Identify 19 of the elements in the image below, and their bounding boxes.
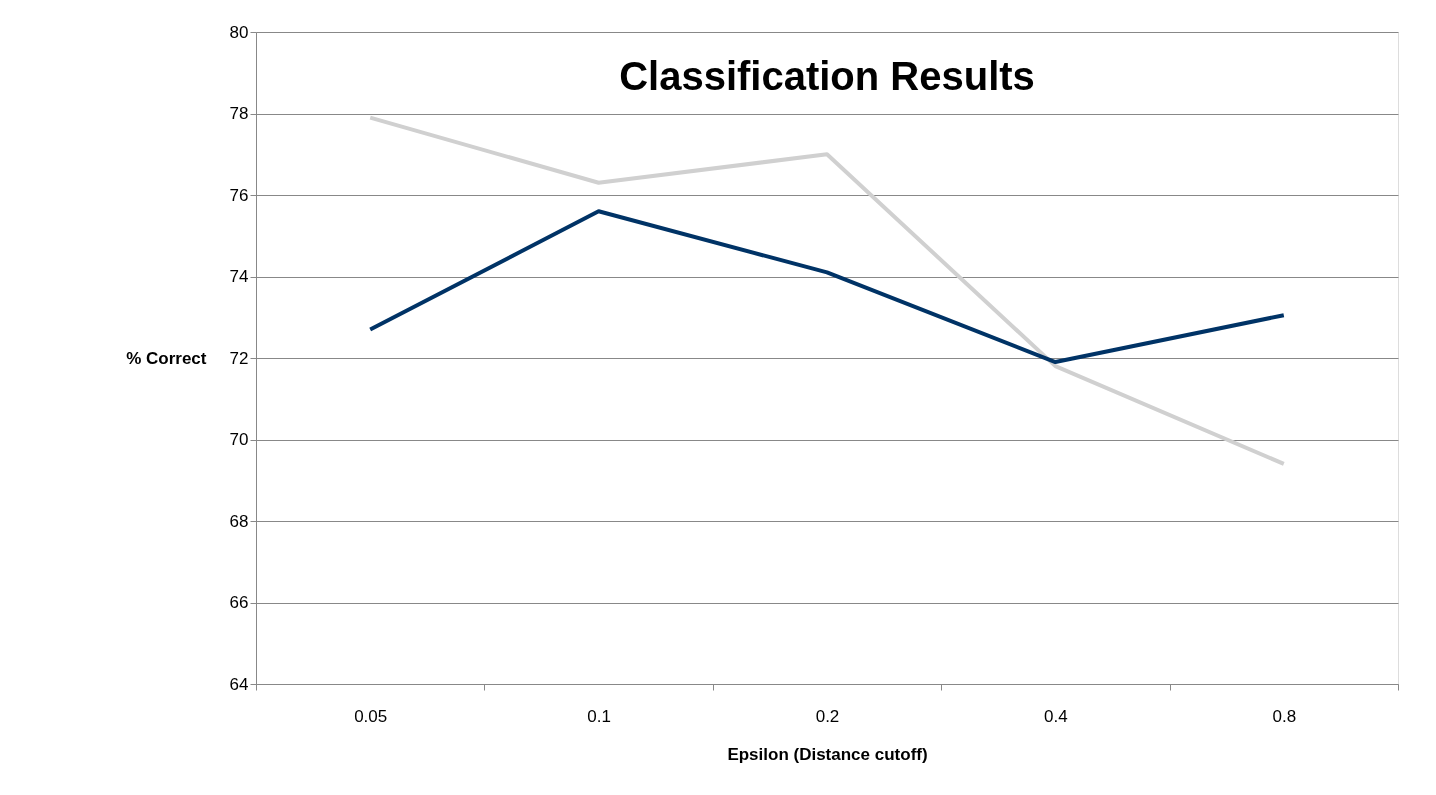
y-tick-label: 66 (229, 593, 249, 612)
y-tick-label: 72 (229, 348, 249, 368)
y-tick-label: 74 (229, 267, 249, 286)
y-tick-label: 76 (229, 185, 249, 205)
y-tick-label: 80 (229, 22, 249, 42)
x-tick-label: 0.1 (587, 706, 611, 726)
y-tick-label: 70 (229, 430, 249, 449)
y-tick-label: 78 (229, 104, 249, 123)
y-axis-title: % Correct (126, 348, 207, 368)
x-tick-label: 0.2 (815, 706, 840, 726)
line-series (368, 115, 1286, 466)
text: Classification Results (619, 54, 1035, 98)
x-tick-label: 0.4 (1044, 706, 1068, 726)
line-series (368, 209, 1286, 365)
x-axis-title: Epsilon (Distance cutoff) (727, 744, 928, 764)
y-tick-label: 64 (229, 674, 249, 694)
y-tick-label: 68 (229, 511, 249, 531)
x-tick-label: 0.8 (1272, 706, 1297, 726)
x-tick-label: 0.05 (354, 706, 388, 726)
